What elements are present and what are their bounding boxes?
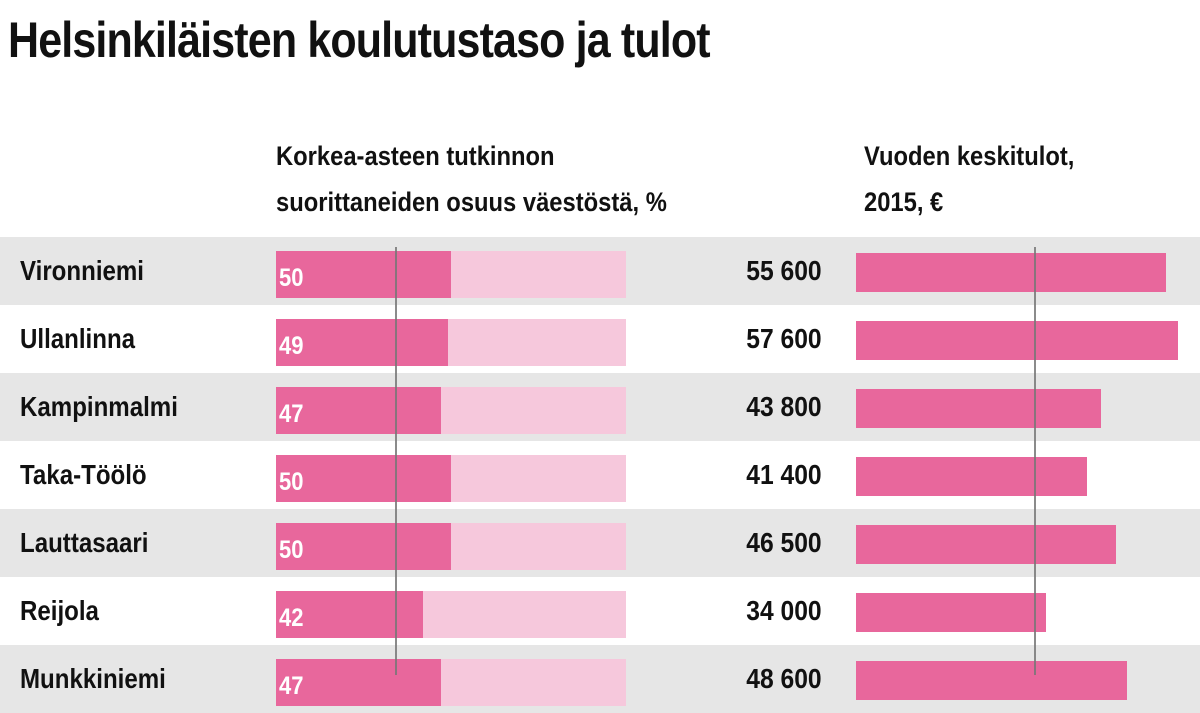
education-value-label: 49 bbox=[279, 332, 304, 360]
education-value-label: 42 bbox=[279, 604, 304, 632]
education-reference-line bbox=[395, 247, 397, 675]
income-column-header: Vuoden keskitulot, 2015, € bbox=[864, 133, 1074, 225]
income-bar bbox=[856, 389, 1101, 428]
area-name: Taka-Töölö bbox=[20, 459, 147, 490]
income-bar bbox=[856, 253, 1167, 292]
education-bar-track: 50 bbox=[276, 455, 626, 502]
income-header-line-2: 2015, € bbox=[864, 187, 944, 217]
income-value-label: 48 600 bbox=[746, 663, 822, 694]
income-value-label: 57 600 bbox=[746, 323, 822, 354]
education-bar bbox=[276, 455, 451, 502]
table-row: Reijola 42 34 000 bbox=[0, 577, 1200, 645]
education-header-line-2: suorittaneiden osuus väestöstä, % bbox=[276, 187, 667, 217]
table-row: Taka-Töölö 50 41 400 bbox=[0, 441, 1200, 509]
income-bar bbox=[856, 321, 1178, 360]
education-value-label: 47 bbox=[279, 400, 304, 428]
education-bar bbox=[276, 319, 448, 366]
area-name: Lauttasaari bbox=[20, 527, 149, 558]
income-reference-line bbox=[1034, 247, 1036, 675]
chart-title: Helsinkiläisten koulutustaso ja tulot bbox=[8, 12, 711, 68]
income-bar bbox=[856, 593, 1046, 632]
education-bar-track: 50 bbox=[276, 523, 626, 570]
education-value-label: 50 bbox=[279, 264, 304, 292]
area-name: Kampinmalmi bbox=[20, 391, 178, 422]
education-column-header: Korkea-asteen tutkinnon suorittaneiden o… bbox=[276, 133, 667, 225]
area-name: Munkkiniemi bbox=[20, 663, 166, 694]
income-header-line-1: Vuoden keskitulot, bbox=[864, 141, 1075, 171]
education-bar-track: 47 bbox=[276, 387, 626, 434]
table-row: Munkkiniemi 47 48 600 bbox=[0, 645, 1200, 713]
education-value-label: 50 bbox=[279, 468, 304, 496]
education-bar bbox=[276, 387, 441, 434]
education-value-label: 50 bbox=[279, 536, 304, 564]
education-bar bbox=[276, 523, 451, 570]
income-bar bbox=[856, 525, 1116, 564]
education-bar-track: 49 bbox=[276, 319, 626, 366]
education-header-line-1: Korkea-asteen tutkinnon bbox=[276, 141, 555, 171]
education-bar-track: 42 bbox=[276, 591, 626, 638]
income-value-label: 46 500 bbox=[746, 527, 822, 558]
education-bar-track: 47 bbox=[276, 659, 626, 706]
area-name: Vironniemi bbox=[20, 255, 145, 286]
area-name: Reijola bbox=[20, 595, 99, 626]
education-bar bbox=[276, 251, 451, 298]
income-value-label: 43 800 bbox=[746, 391, 822, 422]
income-value-label: 41 400 bbox=[746, 459, 822, 490]
table-row: Kampinmalmi 47 43 800 bbox=[0, 373, 1200, 441]
income-bar bbox=[856, 661, 1128, 700]
income-value-label: 34 000 bbox=[746, 595, 822, 626]
table-row: Ullanlinna 49 57 600 bbox=[0, 305, 1200, 373]
table-row: Lauttasaari 50 46 500 bbox=[0, 509, 1200, 577]
education-bar bbox=[276, 591, 423, 638]
education-value-label: 47 bbox=[279, 672, 304, 700]
table-row: Vironniemi 50 55 600 bbox=[0, 237, 1200, 305]
education-bar-track: 50 bbox=[276, 251, 626, 298]
income-bar bbox=[856, 457, 1088, 496]
area-name: Ullanlinna bbox=[20, 323, 136, 354]
income-value-label: 55 600 bbox=[746, 255, 822, 286]
